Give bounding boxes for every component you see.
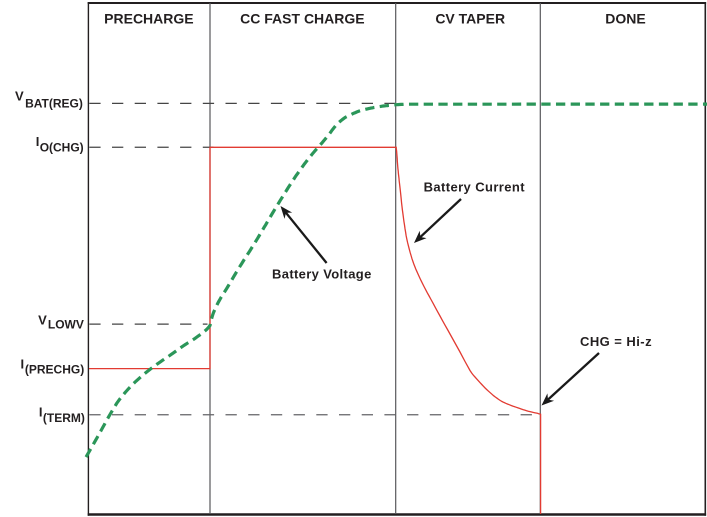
svg-text:LOWV: LOWV xyxy=(48,317,84,331)
svg-text:I: I xyxy=(36,134,40,149)
svg-text:PRECHARGE: PRECHARGE xyxy=(104,11,193,27)
svg-text:I: I xyxy=(21,357,25,372)
svg-text:(PRECHG): (PRECHG) xyxy=(25,362,84,376)
svg-text:O(CHG): O(CHG) xyxy=(40,140,84,154)
svg-text:Battery Current: Battery Current xyxy=(424,179,526,194)
svg-text:(TERM): (TERM) xyxy=(43,411,85,425)
svg-text:I: I xyxy=(39,405,43,420)
svg-text:DONE: DONE xyxy=(605,11,645,27)
svg-text:V: V xyxy=(38,312,47,327)
svg-text:Battery Voltage: Battery Voltage xyxy=(272,267,372,282)
svg-text:CC FAST CHARGE: CC FAST CHARGE xyxy=(240,11,364,27)
svg-text:CV TAPER: CV TAPER xyxy=(435,11,505,27)
svg-text:V: V xyxy=(15,89,24,104)
svg-text:CHG = Hi-z: CHG = Hi-z xyxy=(580,334,652,349)
svg-text:BAT(REG): BAT(REG) xyxy=(25,96,83,110)
